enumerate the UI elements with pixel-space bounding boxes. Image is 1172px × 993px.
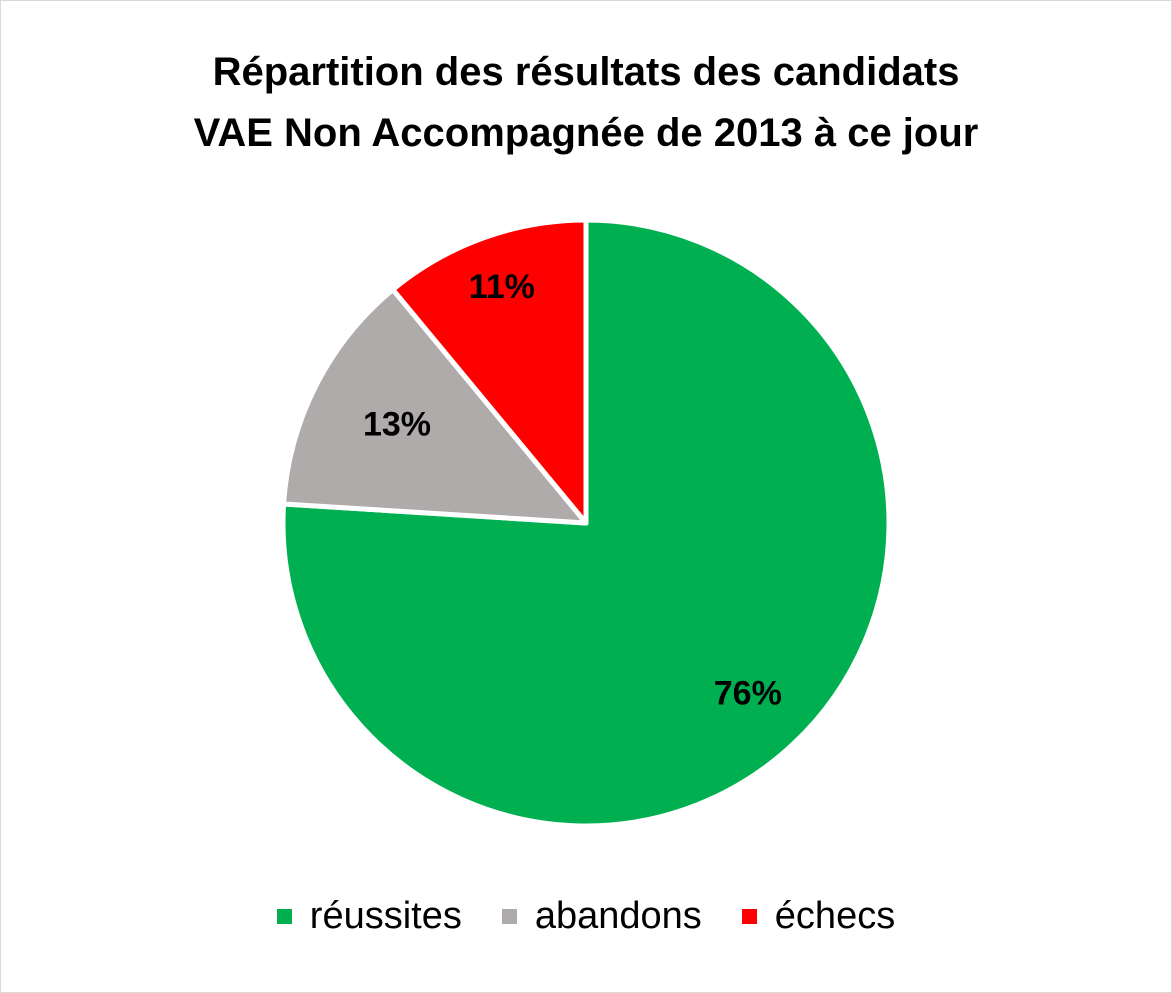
pie-slice-abandons xyxy=(281,287,589,526)
pie-slice-echecs xyxy=(390,217,589,526)
legend-swatch-echecs xyxy=(741,909,757,924)
legend-item-abandons: abandons xyxy=(501,895,702,938)
data-label-reussites: 76% xyxy=(714,674,782,712)
data-label-abandons: 13% xyxy=(363,406,431,444)
legend-label-reussites: réussites xyxy=(309,895,462,937)
legend-swatch-abandons xyxy=(501,909,517,924)
legend-swatch-reussites xyxy=(276,909,292,924)
chart-title-line-2: VAE Non Accompagnée de 2013 à ce jour xyxy=(193,111,979,155)
chart-title-line-1: Répartition des résultats des candidats xyxy=(212,50,960,94)
chart-legend: réussites abandons échecs xyxy=(0,895,1172,938)
data-label-echecs: 11% xyxy=(469,268,535,306)
legend-label-abandons: abandons xyxy=(534,895,702,937)
legend-label-echecs: échecs xyxy=(774,895,896,937)
legend-item-reussites: réussites xyxy=(276,895,462,938)
legend-item-echecs: échecs xyxy=(741,895,896,938)
